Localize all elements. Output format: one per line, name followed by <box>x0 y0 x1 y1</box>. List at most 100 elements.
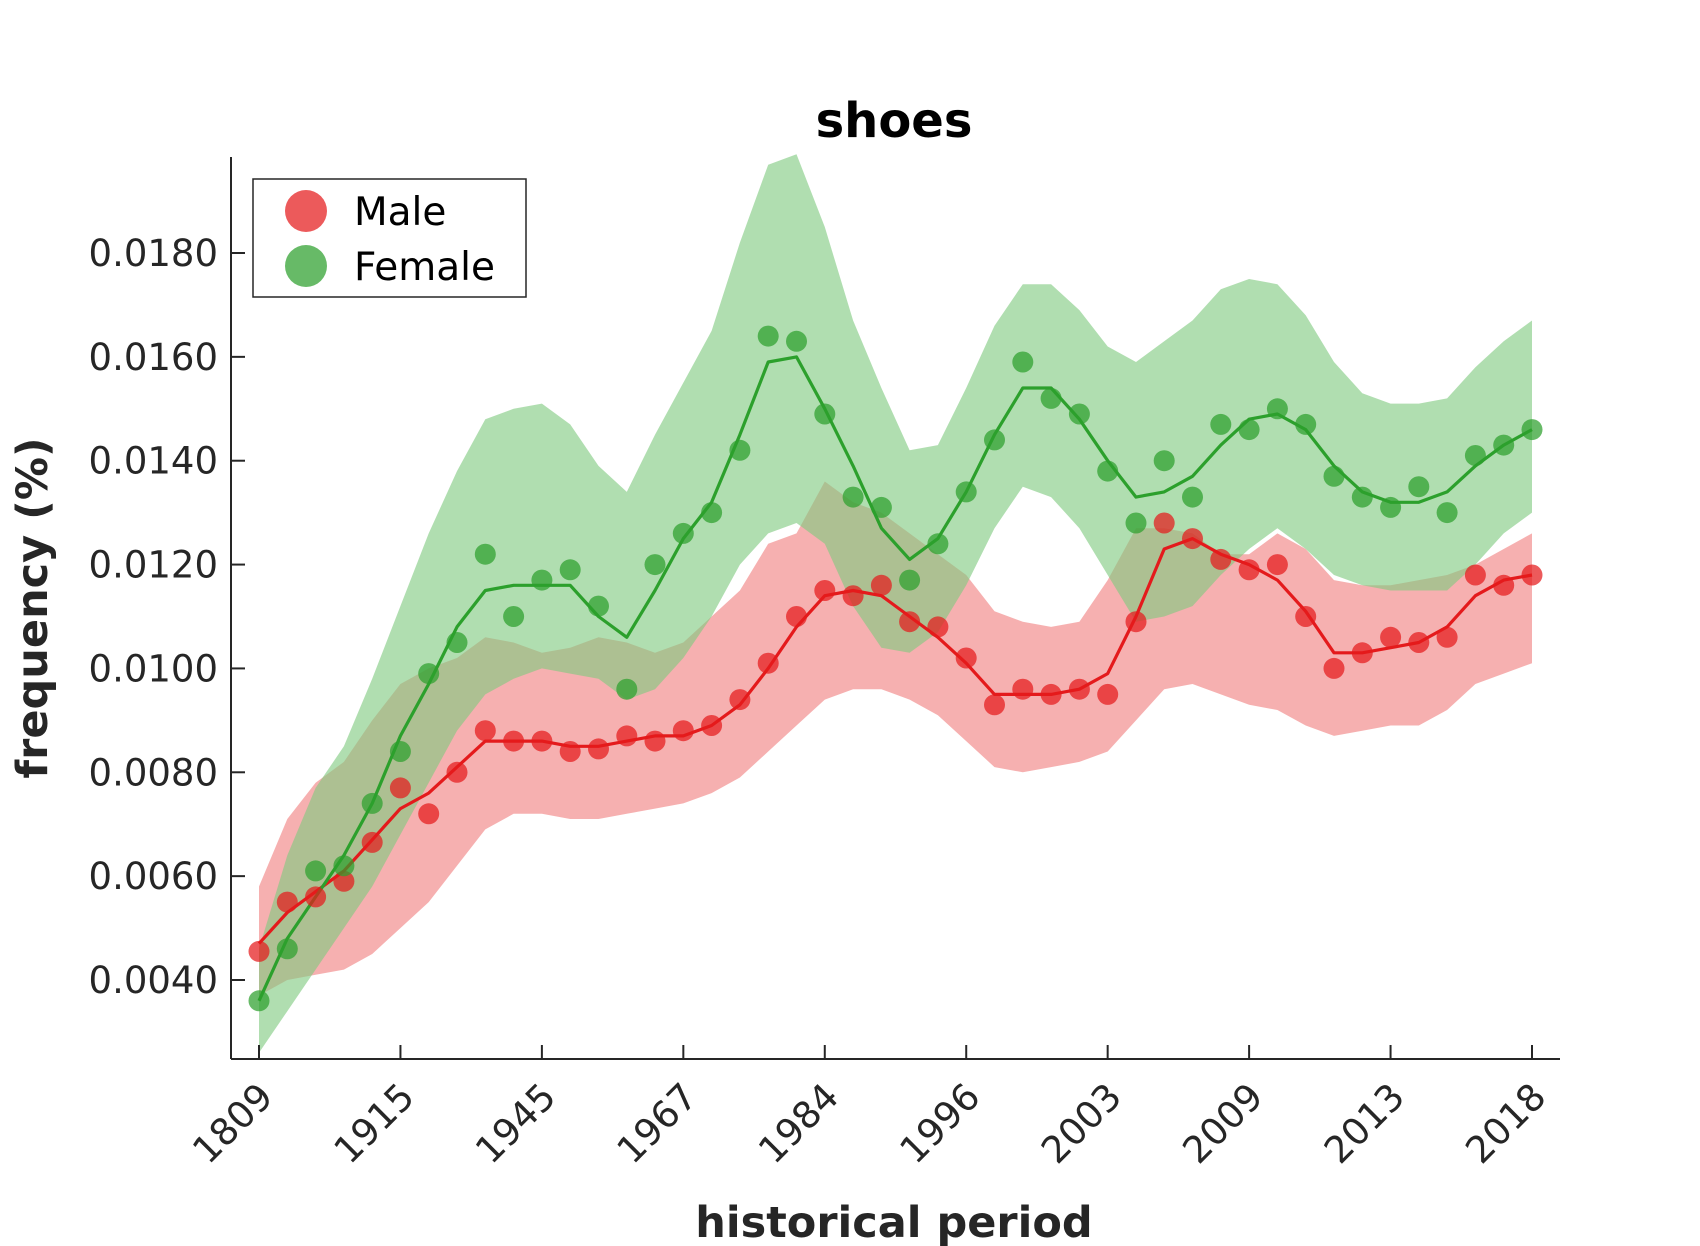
male-point <box>361 831 383 853</box>
female-point <box>474 543 496 565</box>
male-point <box>389 777 411 799</box>
female-point <box>757 325 779 347</box>
female-point <box>248 990 270 1012</box>
female-point <box>588 595 609 617</box>
male-point <box>1125 611 1147 633</box>
female-point <box>1521 419 1543 441</box>
male-point <box>729 689 751 711</box>
y-tick-label: 0.0060 <box>89 855 218 898</box>
male-point <box>418 803 440 825</box>
legend-marker-female <box>285 245 327 287</box>
y-tick-label: 0.0180 <box>89 232 218 275</box>
female-point <box>1097 460 1119 482</box>
male-point <box>1323 657 1345 679</box>
male-point <box>1210 548 1232 570</box>
female-point <box>1380 496 1402 518</box>
female-point <box>672 522 694 544</box>
legend-marker-male <box>285 190 327 232</box>
female-point <box>1012 351 1034 373</box>
male-point <box>984 694 1005 716</box>
y-tick-label: 0.0120 <box>89 544 218 587</box>
female-point <box>1125 512 1147 534</box>
male-point <box>701 715 723 736</box>
male-point <box>842 585 864 607</box>
male-point <box>333 870 355 892</box>
male-point <box>1436 626 1458 648</box>
female-point <box>389 741 411 762</box>
female-point <box>418 663 440 685</box>
male-point <box>1012 678 1034 700</box>
male-point <box>899 611 921 633</box>
male-point <box>1097 683 1119 705</box>
legend-label-male: Male <box>354 190 446 235</box>
female-point <box>1040 387 1062 409</box>
female-point <box>1238 419 1260 441</box>
female-point <box>1436 502 1458 524</box>
male-point <box>1068 678 1090 700</box>
male-point <box>1266 554 1288 576</box>
female-point <box>361 792 383 814</box>
male-point <box>1408 632 1430 653</box>
male-point <box>248 940 270 962</box>
female-point <box>1464 445 1486 466</box>
male-point <box>927 616 949 638</box>
female-point <box>1493 434 1515 456</box>
data-points <box>248 325 1543 1012</box>
y-axis-label: frequency (%) <box>8 437 58 778</box>
male-point <box>644 730 666 752</box>
series-lines <box>257 355 1533 1002</box>
male-point <box>474 720 496 742</box>
male-point <box>1351 642 1373 664</box>
female-point <box>1210 413 1232 435</box>
female-point <box>1295 413 1317 435</box>
male-point <box>955 647 977 669</box>
legend: Male Female <box>252 178 527 298</box>
male-point <box>1380 626 1402 648</box>
male-point <box>305 886 327 908</box>
male-point <box>276 891 298 913</box>
male-point <box>814 580 836 601</box>
y-tick-label: 0.0040 <box>89 959 218 1002</box>
female-point <box>1153 450 1175 472</box>
female-point <box>305 860 327 882</box>
female-point <box>1408 476 1430 498</box>
male-point <box>1182 528 1203 550</box>
female-point <box>786 330 807 352</box>
male-point <box>757 652 779 674</box>
male-point <box>672 720 694 742</box>
female-point <box>446 632 468 653</box>
y-tick-label: 0.0140 <box>89 440 218 483</box>
female-point <box>870 496 892 518</box>
male-point <box>559 741 581 762</box>
male-point <box>588 738 609 760</box>
female-point <box>503 606 525 627</box>
female-point <box>729 439 751 461</box>
male-confidence-band <box>259 481 1532 996</box>
female-point <box>927 533 949 555</box>
female-point <box>644 554 666 576</box>
female-point <box>1323 465 1345 487</box>
male-point <box>503 730 525 752</box>
confidence-bands <box>259 154 1532 1053</box>
male-point <box>1295 606 1317 627</box>
female-point <box>984 429 1005 451</box>
male-point <box>1464 564 1486 586</box>
female-point <box>1351 486 1373 508</box>
axes <box>230 157 1560 1060</box>
y-tick-label: 0.0080 <box>89 751 218 794</box>
male-point <box>870 574 892 596</box>
female-point <box>559 559 581 581</box>
male-point <box>531 730 553 752</box>
male-point <box>1153 512 1175 534</box>
female-point <box>814 403 836 425</box>
male-point <box>1238 559 1260 581</box>
female-point <box>899 569 921 591</box>
male-point <box>616 725 638 747</box>
y-axis-ticks: 0.0040 0.0060 0.0080 0.0100 0.0120 0.0140 0.01… <box>89 232 245 1002</box>
chart-title: shoes <box>816 93 973 149</box>
female-point <box>276 938 298 960</box>
female-point <box>616 678 638 700</box>
y-tick-label: 0.0160 <box>89 336 218 379</box>
female-point <box>1068 403 1090 425</box>
male-trend-line <box>257 536 1533 945</box>
